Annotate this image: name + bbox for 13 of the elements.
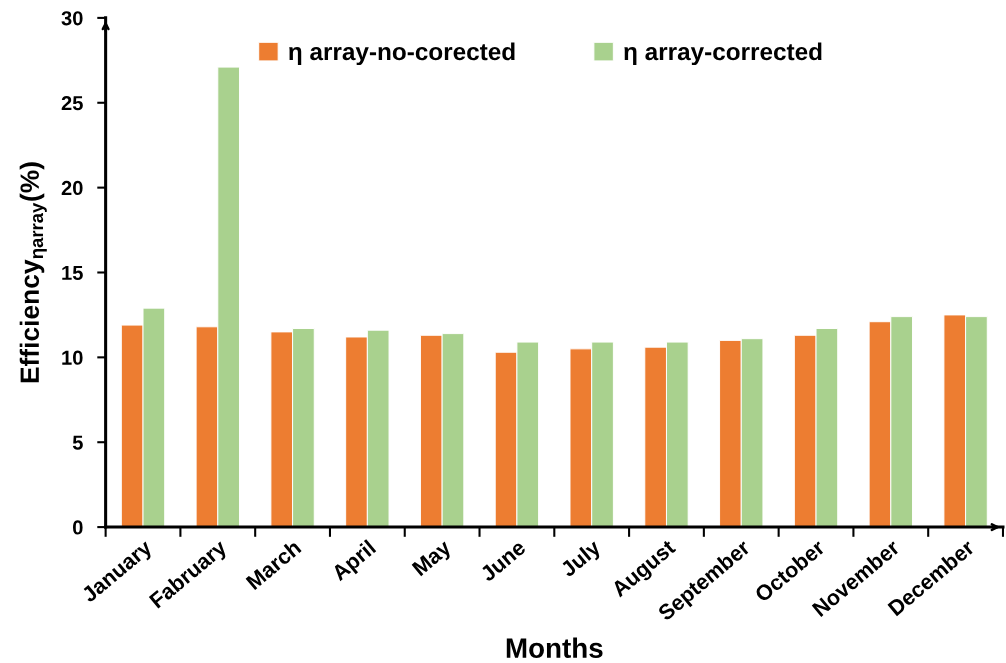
y-axis-title: Efficiency$_{ηarray}$(%) <box>19 162 47 383</box>
legend-label: η array-no-corected <box>289 42 515 66</box>
y-tick-label: 20 <box>61 180 83 196</box>
legend-label: η array-corrected <box>624 42 822 66</box>
y-tick-label: 25 <box>61 96 83 111</box>
y-tick-label: 15 <box>62 265 83 280</box>
y-tick-label: 5 <box>72 435 83 450</box>
y-tick-label: 30 <box>61 11 83 26</box>
x-tick-label: May <box>411 538 455 580</box>
y-tick-label: 10 <box>62 350 83 365</box>
y-tick-label: 0 <box>73 520 83 535</box>
x-axis-title: Months <box>506 637 603 658</box>
x-tick-label: July <box>558 538 605 582</box>
